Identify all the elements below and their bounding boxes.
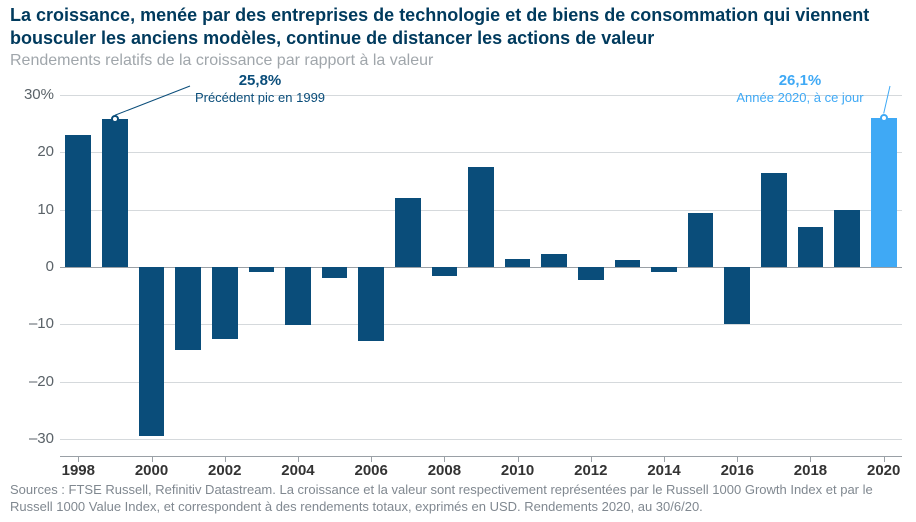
- bar: [834, 210, 860, 267]
- gridline: [60, 439, 902, 440]
- x-axis-line: [60, 456, 902, 457]
- bar-highlight: [871, 118, 897, 267]
- bar: [358, 267, 384, 341]
- x-axis-label: 2012: [574, 462, 607, 479]
- bar: [175, 267, 201, 350]
- bar: [541, 254, 567, 267]
- bar: [578, 267, 604, 280]
- bar: [432, 267, 458, 276]
- callout: 25,8%Précédent pic en 1999: [160, 72, 360, 106]
- gridline: [60, 152, 902, 153]
- y-axis-label: 30%: [4, 86, 54, 103]
- y-axis-label: –30: [4, 430, 54, 447]
- bar: [65, 135, 91, 267]
- bar: [724, 267, 750, 324]
- y-axis-label: 10: [4, 201, 54, 218]
- bar: [688, 213, 714, 267]
- callout-text: Précédent pic en 1999: [160, 90, 360, 106]
- bar: [395, 198, 421, 267]
- x-axis-label: 2000: [135, 462, 168, 479]
- x-axis-label: 2006: [354, 462, 387, 479]
- chart-plot-area: [60, 78, 902, 456]
- callout-value: 26,1%: [700, 72, 900, 90]
- x-axis-label: 2018: [794, 462, 827, 479]
- bar: [212, 267, 238, 339]
- x-axis-label: 1998: [62, 462, 95, 479]
- bar: [615, 260, 641, 267]
- callout: 26,1%Année 2020, à ce jour: [700, 72, 900, 106]
- bar: [249, 267, 275, 272]
- bar: [139, 267, 165, 436]
- y-axis-label: –10: [4, 315, 54, 332]
- callout-marker: [880, 114, 888, 122]
- x-axis-label: 2010: [501, 462, 534, 479]
- bar: [761, 173, 787, 268]
- x-axis-label: 2014: [647, 462, 680, 479]
- callout-value: 25,8%: [160, 72, 360, 90]
- y-axis-label: 0: [4, 258, 54, 275]
- x-axis-label: 2002: [208, 462, 241, 479]
- x-axis-label: 2016: [721, 462, 754, 479]
- bar: [102, 119, 128, 267]
- chart-title: La croissance, menée par des entreprises…: [10, 4, 900, 49]
- bar: [798, 227, 824, 267]
- chart-source: Sources : FTSE Russell, Refinitiv Datast…: [10, 482, 900, 516]
- gridline: [60, 382, 902, 383]
- x-axis-label: 2020: [867, 462, 900, 479]
- x-axis-label: 2004: [281, 462, 314, 479]
- chart-subtitle: Rendements relatifs de la croissance par…: [10, 52, 433, 70]
- bar: [322, 267, 348, 278]
- y-axis-label: 20: [4, 143, 54, 160]
- bar: [505, 259, 531, 267]
- bar: [468, 167, 494, 267]
- bar: [651, 267, 677, 272]
- x-axis-label: 2008: [428, 462, 461, 479]
- bar: [285, 267, 311, 325]
- callout-text: Année 2020, à ce jour: [700, 90, 900, 106]
- y-axis-label: –20: [4, 373, 54, 390]
